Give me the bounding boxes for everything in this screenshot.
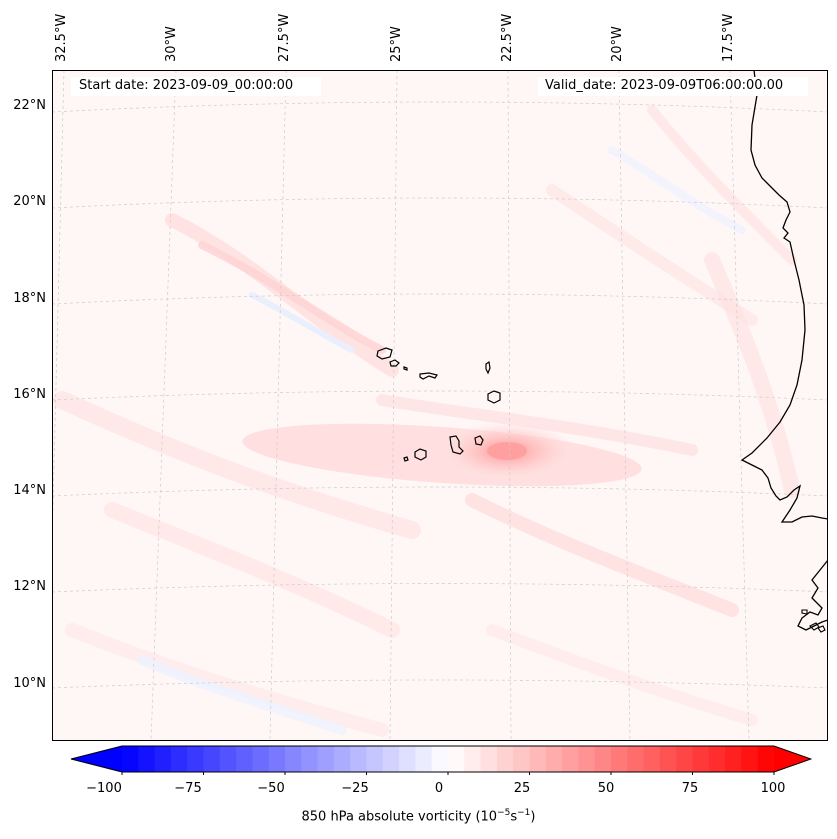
colorbar-swatch [513, 746, 531, 772]
colorbar-swatch [464, 746, 482, 772]
colorbar-swatch [317, 746, 335, 772]
lat-label: 18°N [13, 291, 46, 306]
lon-label: 27.5°W [277, 13, 292, 62]
colorbar-swatch [545, 746, 563, 772]
brava-island [403, 456, 409, 462]
colorbar-tick-label: −50 [257, 781, 285, 796]
colorbar-swatch [170, 746, 188, 772]
colorbar-swatch [562, 746, 579, 772]
lon-label: 20°W [610, 26, 625, 62]
colorbar-swatch [122, 746, 139, 772]
colorbar-swatch [268, 746, 286, 772]
colorbar-tick-label: −100 [86, 781, 122, 796]
start-date-label: Start date: 2023-09-09_00:00:00 [79, 78, 294, 93]
colorbar-swatch [708, 746, 726, 772]
colorbar-tick-label: 50 [597, 781, 615, 796]
coastline-islets [801, 609, 826, 633]
santo-antao-island [376, 347, 393, 360]
colorbar-swatch [659, 746, 677, 772]
colorbar-label: 850 hPa absolute vorticity (10−5s−1) [0, 808, 837, 824]
colorbar-ticks [121, 772, 775, 775]
colorbar-swatch [431, 746, 449, 772]
colorbar-swatch [741, 746, 759, 772]
colorbar-swatch [496, 746, 514, 772]
sao-nicolau-island [419, 372, 438, 380]
colorbar-tick-label: 75 [681, 781, 699, 796]
colorbar-swatch [333, 746, 351, 772]
colorbar-swatch [643, 746, 661, 772]
valid-date-label: Valid_date: 2023-09-09T06:00:00.00 [545, 78, 784, 93]
colorbar-swatch [203, 746, 221, 772]
lon-label: 25°W [389, 26, 404, 62]
fogo-island [414, 448, 427, 461]
colorbar-tick-label: 25 [513, 781, 531, 796]
colorbar-swatch [578, 746, 596, 772]
colorbar-extend-high [774, 746, 811, 772]
colorbar-label-unit: s [510, 809, 518, 825]
sal-island [485, 360, 491, 375]
colorbar-swatch [480, 746, 498, 772]
colorbar-label-close: ) [530, 809, 536, 825]
colorbar-tick-label: −75 [174, 781, 202, 796]
colorbar-swatch [382, 746, 400, 772]
lat-label: 22°N [13, 98, 46, 113]
santiago-island [449, 435, 464, 455]
cape-verde-islands [376, 347, 501, 462]
colorbar-swatch [350, 746, 368, 772]
colorbar-swatch [627, 746, 645, 772]
coastline [740, 70, 828, 523]
colorbar-swatch [611, 746, 628, 772]
colorbar-extend-low [71, 746, 122, 772]
colorbar-swatch [301, 746, 319, 772]
colorbar-tick-label: 100 [760, 781, 786, 796]
lat-label: 12°N [13, 579, 46, 594]
lon-label: 17.5°W [721, 13, 736, 62]
colorbar-swatch [366, 746, 384, 772]
colorbar-swatch [692, 746, 710, 772]
colorbar-swatch [448, 746, 465, 772]
coastline-guinea [797, 559, 828, 631]
colorbar-swatch [594, 746, 612, 772]
lat-label: 16°N [13, 387, 46, 402]
vorticity-core [487, 442, 527, 460]
colorbar-swatches [71, 746, 811, 772]
graticule [52, 70, 828, 741]
map-border [52, 70, 828, 741]
colorbar-swatch [138, 746, 156, 772]
colorbar-label-text: 850 hPa absolute vorticity (10 [301, 809, 498, 825]
colorbar-swatch [725, 746, 742, 772]
colorbar-swatch [252, 746, 270, 772]
lon-label: 32.5°W [54, 13, 69, 62]
colorbar-tick-label: −25 [341, 781, 369, 796]
colorbar-swatch [415, 746, 433, 772]
colorbar [70, 745, 812, 775]
santa-luzia-island [403, 366, 408, 371]
colorbar-swatch [399, 746, 416, 772]
start-date-box [71, 77, 321, 96]
lon-label: 30°W [164, 26, 179, 62]
colorbar-swatch [236, 746, 253, 772]
vorticity-bands [53, 105, 800, 737]
lat-label: 20°N [13, 194, 46, 209]
colorbar-tick-label: 0 [434, 781, 444, 796]
colorbar-swatch [187, 746, 205, 772]
colorbar-swatch [757, 746, 775, 772]
colorbar-label-exponent: −5 [497, 808, 511, 818]
lat-label: 14°N [13, 483, 46, 498]
colorbar-swatch [285, 746, 302, 772]
colorbar-swatch [154, 746, 172, 772]
colorbar-swatch [676, 746, 694, 772]
maio-island [474, 435, 484, 446]
negative-vorticity-bands [137, 146, 746, 735]
colorbar-swatch [529, 746, 547, 772]
colorbar-label-exponent: −1 [517, 808, 531, 818]
lat-label: 10°N [13, 676, 46, 691]
boa-vista-island [487, 390, 501, 404]
sao-vicente-island [389, 359, 400, 367]
colorbar-swatch [219, 746, 237, 772]
lon-label: 22.5°W [500, 13, 515, 62]
vorticity-map [52, 70, 828, 741]
valid-date-box [538, 77, 808, 96]
